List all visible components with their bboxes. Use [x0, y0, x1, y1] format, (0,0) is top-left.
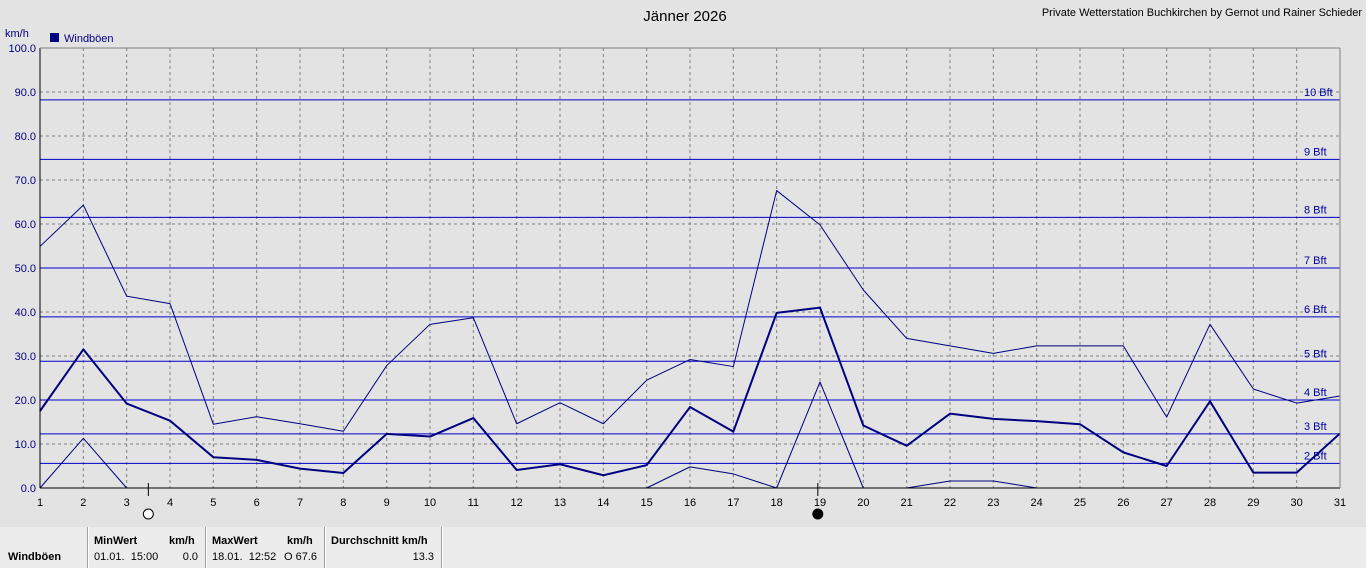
y-axis-unit-label: km/h	[5, 28, 29, 40]
beaufort-label: 6 Bft	[1304, 304, 1327, 316]
full-moon-icon	[142, 508, 154, 520]
x-tick-label: 27	[1161, 497, 1173, 509]
grid	[40, 48, 1340, 488]
avg-value: 13.3	[412, 551, 434, 563]
min-value: 0.0	[182, 551, 198, 563]
moon-phase-markers	[142, 483, 824, 520]
min-unit: km/h	[169, 535, 195, 547]
stats-row-label: Windböen	[8, 551, 62, 563]
beaufort-label: 8 Bft	[1304, 204, 1327, 216]
beaufort-label: 5 Bft	[1304, 348, 1327, 360]
x-tick-label: 7	[297, 497, 303, 509]
beaufort-label: 9 Bft	[1304, 146, 1327, 158]
x-tick-label: 23	[987, 497, 999, 509]
chart-title: Jänner 2026	[643, 8, 726, 25]
x-tick-label: 31	[1334, 497, 1346, 509]
x-tick-label: 15	[641, 497, 653, 509]
max-value: 67.6	[295, 551, 317, 563]
x-tick-label: 5	[210, 497, 216, 509]
tick-labels: 1 2 3 4 5 6 7 8 9 10 11 12 13 14 15 16 17 18 19 20 21 22 23 24 2…	[8, 43, 1346, 509]
y-tick-label: 70.0	[15, 175, 36, 187]
beaufort-label: 4 Bft	[1304, 387, 1327, 399]
y-tick-label: 40.0	[15, 307, 36, 319]
x-tick-label: 2	[80, 497, 86, 509]
x-tick-label: 6	[254, 497, 260, 509]
y-tick-label: 50.0	[15, 263, 36, 275]
x-tick-label: 28	[1204, 497, 1216, 509]
max-datetime: 18.01. 12:52	[212, 551, 277, 563]
y-tick-label: 30.0	[15, 351, 36, 363]
x-tick-label: 4	[167, 497, 173, 509]
y-tick-label: 10.0	[15, 439, 36, 451]
max-direction: O	[284, 551, 293, 563]
x-tick-label: 16	[684, 497, 696, 509]
y-tick-label: 100.0	[8, 43, 36, 55]
x-tick-label: 21	[901, 497, 913, 509]
y-tick-label: 90.0	[15, 87, 36, 99]
x-tick-label: 9	[384, 497, 390, 509]
x-tick-label: 11	[468, 497, 479, 509]
new-moon-icon	[812, 508, 824, 520]
legend-label: Windböen	[64, 33, 114, 45]
beaufort-label: 10 Bft	[1304, 87, 1333, 99]
x-tick-label: 14	[597, 497, 609, 509]
y-tick-label: 80.0	[15, 131, 36, 143]
max-header: MaxWert	[212, 535, 258, 547]
x-tick-label: 25	[1074, 497, 1086, 509]
x-tick-label: 13	[554, 497, 566, 509]
beaufort-label: 7 Bft	[1304, 255, 1327, 267]
beaufort-label: 3 Bft	[1304, 421, 1327, 433]
x-tick-label: 18	[771, 497, 783, 509]
axes	[39, 47, 1341, 489]
x-tick-label: 30	[1291, 497, 1303, 509]
x-tick-label: 17	[727, 497, 739, 509]
legend-swatch	[50, 33, 59, 42]
min-header: MinWert	[94, 535, 138, 547]
x-tick-label: 26	[1117, 497, 1129, 509]
x-tick-label: 22	[944, 497, 956, 509]
chart-subtitle: Private Wetterstation Buchkirchen by Ger…	[1042, 7, 1363, 19]
legend: Windböen	[50, 33, 114, 45]
x-tick-label: 10	[424, 497, 436, 509]
y-tick-label: 20.0	[15, 395, 36, 407]
max-unit: km/h	[287, 535, 313, 547]
y-tick-label: 60.0	[15, 219, 36, 231]
x-tick-label: 24	[1031, 497, 1043, 509]
x-tick-label: 1	[37, 497, 43, 509]
min-datetime: 01.01. 15:00	[94, 551, 159, 563]
series-line-maximum	[39, 190, 1341, 432]
statistics-bar: Windböen MinWert km/h 01.01. 15:00 0.0 M…	[0, 527, 1366, 568]
y-tick-label: 0.0	[21, 483, 36, 495]
x-tick-label: 19	[814, 497, 826, 509]
x-tick-label: 20	[857, 497, 869, 509]
x-tick-label: 8	[340, 497, 346, 509]
avg-header: Durchschnitt km/h	[331, 535, 428, 547]
series-line-average	[39, 306, 1341, 477]
x-tick-label: 3	[124, 497, 130, 509]
x-tick-label: 29	[1247, 497, 1259, 509]
x-tick-label: 12	[511, 497, 523, 509]
